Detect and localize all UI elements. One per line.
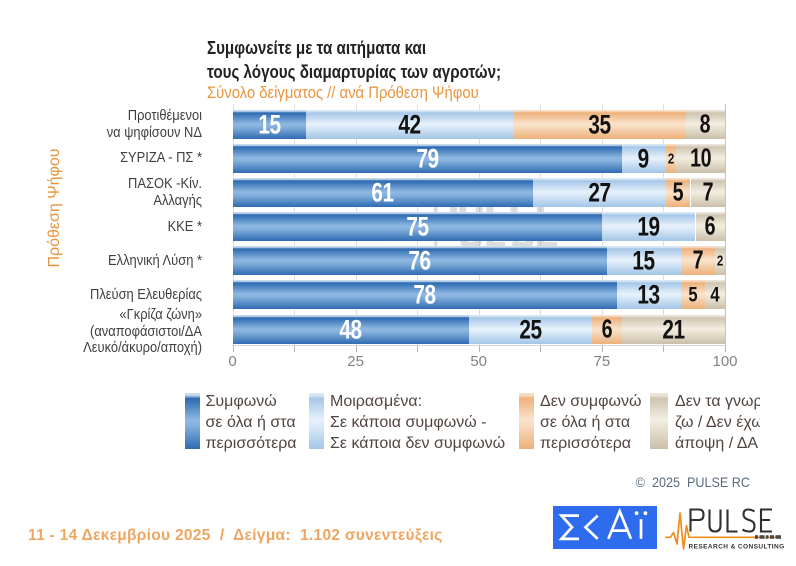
- svg-text:RESEARCH & CONSULTING: RESEARCH & CONSULTING: [689, 544, 785, 551]
